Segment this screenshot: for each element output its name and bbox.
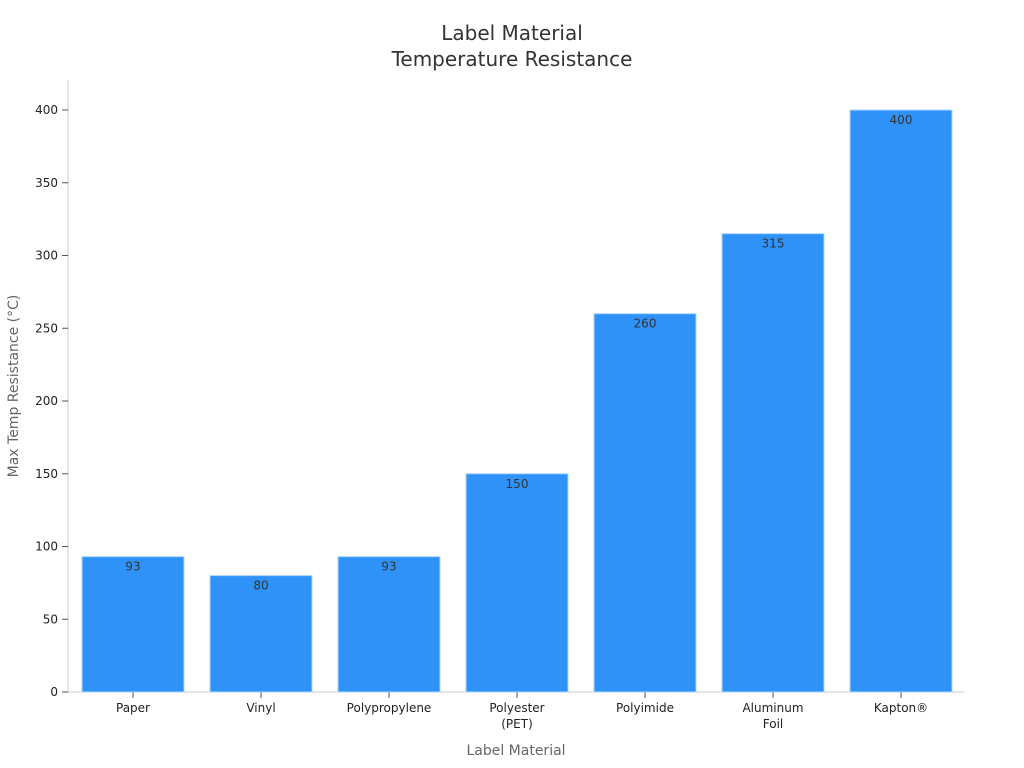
x-axis-title: Label Material [466,743,565,759]
x-tick-label: Paper [116,701,150,715]
y-tick-label: 250 [35,321,58,335]
bar-value-label: 93 [381,560,396,574]
y-tick-label: 200 [35,394,58,408]
y-tick-label: 300 [35,249,58,263]
bar-value-label: 315 [762,237,785,251]
y-tick-label: 150 [35,467,58,481]
x-tick-label: Aluminum Foil [742,701,803,731]
x-tick-label: Kapton® [874,701,928,715]
bar-value-label: 150 [506,477,529,491]
x-tick-label: Polyester (PET) [489,701,544,731]
bar-value-label: 80 [253,579,268,593]
y-tick-label: 400 [35,103,58,117]
data-labels-group: 93 80 93 150 260 315 400 [125,113,912,593]
chart-title-line-2: Temperature Resistance [391,47,633,71]
bar-value-label: 260 [634,317,657,331]
x-axis: Paper Vinyl Polypropylene Polyester (PET) Pol… [68,691,964,731]
x-tick-label: Polypropylene [347,701,432,715]
x-tick-label: Vinyl [246,701,275,715]
bar [721,233,825,693]
y-tick-label: 100 [35,540,58,554]
bar-value-label: 93 [125,560,140,574]
bar [209,575,313,693]
bar [849,109,953,693]
bar [81,556,185,693]
bars-group [81,109,953,693]
y-axis-title: Max Temp Resistance (°C) [6,295,22,478]
bar [337,556,441,693]
chart-title-line-1: Label Material [441,21,583,45]
bar [465,473,569,693]
y-tick-label: 350 [35,176,58,190]
y-axis: 0 50 100 150 200 250 300 350 400 [35,80,69,699]
x-tick-label: Polyimide [616,701,674,715]
bar-value-label: 400 [890,113,913,127]
y-tick-label: 50 [43,612,58,626]
bar [593,313,697,693]
y-tick-label: 0 [50,685,58,699]
